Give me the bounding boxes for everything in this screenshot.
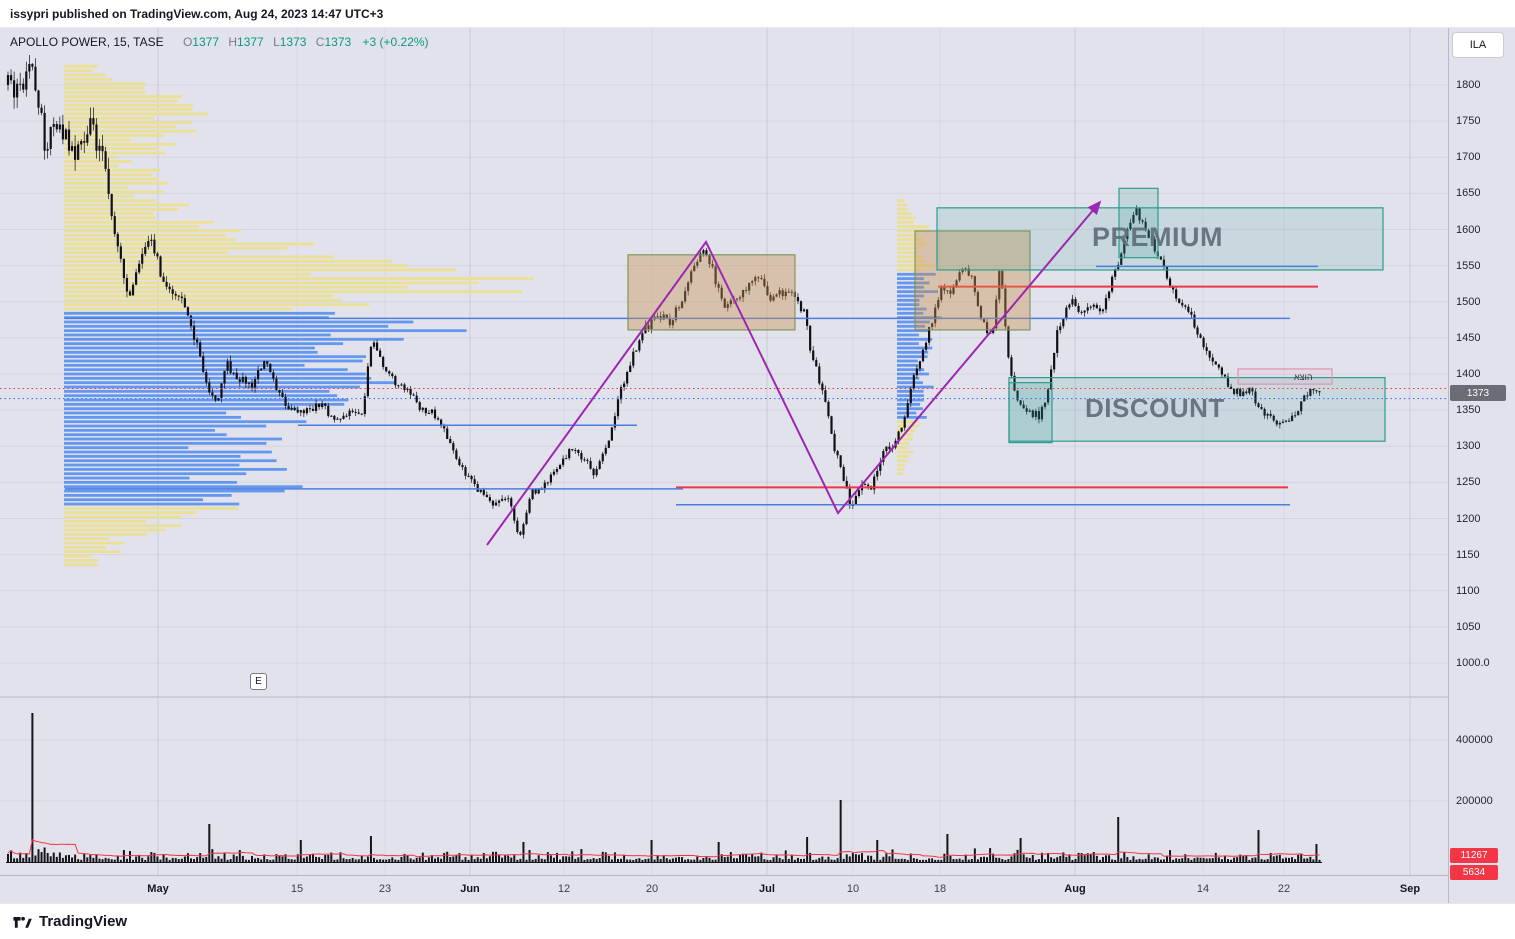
time-axis[interactable]: May 15 23 Jun 12 20 Jul 10 18 Aug 14 22 Sep bbox=[0, 875, 1448, 904]
volume-badge: 11267 bbox=[1450, 848, 1498, 863]
axis-tick: 1500 bbox=[1456, 295, 1481, 308]
axis-tick: 400000 bbox=[1456, 734, 1493, 746]
axis-tick: 1600 bbox=[1456, 223, 1481, 236]
axis-tick: 1700 bbox=[1456, 151, 1481, 164]
time-tick: 22 bbox=[1277, 883, 1291, 895]
time-tick: Jul bbox=[759, 883, 775, 895]
symbol-title[interactable]: APOLLO POWER, 15, TASE bbox=[10, 35, 164, 49]
axis-tick: 1250 bbox=[1456, 476, 1481, 489]
last-price-badge: 1373 bbox=[1450, 385, 1506, 401]
axis-tick: 1050 bbox=[1456, 620, 1481, 633]
axis-tick: 1200 bbox=[1456, 512, 1481, 525]
time-tick: 20 bbox=[645, 883, 659, 895]
low-value: 1373 bbox=[279, 35, 307, 49]
close-value: 1373 bbox=[324, 35, 352, 49]
discount-zone-label[interactable]: DISCOUNT bbox=[1085, 393, 1225, 423]
time-tick: Jun bbox=[460, 883, 480, 895]
axis-tick: 1350 bbox=[1456, 404, 1481, 417]
time-tick: 18 bbox=[933, 883, 947, 895]
tradingview-logo[interactable] bbox=[12, 912, 32, 932]
axis-tick: 1100 bbox=[1456, 584, 1480, 597]
publish-info: issypri published on TradingView.com, Au… bbox=[10, 6, 384, 21]
premium-zone-label[interactable]: PREMIUM bbox=[1092, 222, 1223, 252]
close-label: C bbox=[315, 35, 325, 49]
change-value: +3 (+0.22%) bbox=[362, 35, 429, 49]
open-label: O bbox=[182, 35, 193, 49]
time-tick: Aug bbox=[1064, 883, 1086, 895]
low-label: L bbox=[273, 35, 280, 49]
time-tick: 12 bbox=[557, 883, 571, 895]
publish-bar: issypri published on TradingView.com, Au… bbox=[0, 0, 1515, 28]
axis-tick: 1300 bbox=[1456, 440, 1481, 453]
open-value: 1377 bbox=[192, 35, 219, 49]
chart-canvas[interactable] bbox=[0, 28, 1448, 903]
time-tick: May bbox=[147, 883, 169, 895]
footer: TradingView bbox=[0, 903, 1515, 939]
time-tick: Sep bbox=[1399, 883, 1421, 895]
axis-tick: 1800 bbox=[1456, 79, 1481, 91]
volume-ma-badge: 5634 bbox=[1450, 865, 1498, 880]
earnings-badge[interactable]: E bbox=[250, 673, 267, 690]
high-value: 1377 bbox=[237, 35, 264, 49]
chart-area: APOLLO POWER, 15, TASE O1377 H1377 L1373… bbox=[0, 28, 1515, 903]
time-tick: 23 bbox=[378, 883, 392, 895]
axis-tick: 1400 bbox=[1456, 368, 1481, 380]
axis-tick: 1650 bbox=[1456, 187, 1481, 200]
tradingview-wordmark[interactable]: TradingView bbox=[39, 913, 128, 930]
axis-tick: 1000.0 bbox=[1456, 657, 1490, 669]
time-tick: 10 bbox=[846, 883, 860, 895]
note-label[interactable]: הוצא bbox=[1294, 372, 1313, 382]
time-tick: 15 bbox=[290, 883, 304, 895]
axis-tick: 1750 bbox=[1456, 115, 1481, 128]
axis-tick: 1150 bbox=[1456, 548, 1480, 561]
axis-tick: 1450 bbox=[1456, 331, 1481, 344]
price-axis[interactable]: 1800 1750 1700 1650 1600 1550 1500 1450 1400 1350… bbox=[1448, 28, 1515, 903]
axis-tick: 200000 bbox=[1456, 795, 1493, 807]
symbol-legend: APOLLO POWER, 15, TASE O1377 H1377 L1373… bbox=[10, 35, 429, 49]
axis-tick: 1550 bbox=[1456, 259, 1481, 272]
time-tick: 14 bbox=[1196, 883, 1210, 895]
high-label: H bbox=[228, 35, 238, 49]
currency-button[interactable]: ILA bbox=[1452, 32, 1504, 58]
